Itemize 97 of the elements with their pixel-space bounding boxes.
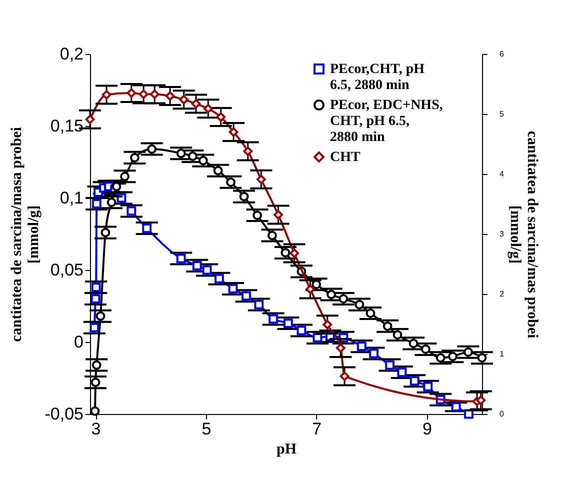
point (106, 198, 116, 208)
point (126, 88, 136, 98)
y-tick-label: 0,15 (50, 116, 84, 136)
point (120, 172, 130, 182)
point (451, 402, 461, 412)
point (326, 290, 336, 300)
point (280, 248, 290, 258)
point (448, 352, 458, 362)
point (216, 112, 226, 122)
point (96, 311, 106, 321)
point (150, 89, 160, 99)
point (436, 353, 446, 363)
legend-label: PEcor,CHT, pH 6.5, 2880 min (330, 62, 425, 93)
point (354, 300, 364, 310)
point (382, 321, 392, 331)
point (100, 228, 110, 238)
point (392, 330, 402, 340)
y2-axis-title: cantitatea de sarcina/mas probei [mmol/g] (506, 130, 540, 338)
point (142, 224, 152, 233)
point (420, 344, 430, 354)
point (165, 91, 175, 101)
y2-tick-label: 3 (500, 230, 504, 238)
point (228, 127, 238, 137)
point (252, 210, 262, 220)
y-tick-label: 0,1 (60, 188, 84, 208)
point (214, 274, 224, 284)
y-tick-label: -0,05 (44, 404, 84, 424)
point (130, 152, 140, 162)
point (290, 248, 299, 258)
x-tick-label: 7 (312, 420, 322, 438)
y2-tick-label: 1 (500, 350, 504, 358)
point (268, 314, 278, 324)
point (254, 300, 264, 310)
point (306, 284, 315, 294)
point (176, 254, 186, 264)
y2-tick-label: 0 (500, 410, 504, 418)
point (188, 152, 198, 161)
point (191, 99, 201, 109)
legend-label: CHT (330, 150, 361, 165)
point (112, 182, 122, 192)
y2-tick-label: 2 (500, 290, 504, 298)
x-tick-label: 9 (422, 420, 432, 438)
point (176, 148, 186, 158)
point (338, 294, 348, 304)
point (312, 280, 322, 290)
legend-label: PEcor, EDC+NHS, CHT, pH 6.5, 2880 min (330, 98, 443, 145)
point (192, 260, 202, 270)
point (203, 104, 213, 114)
point (410, 376, 420, 386)
point (242, 291, 251, 301)
point (213, 166, 223, 176)
point (385, 360, 395, 370)
point (284, 318, 293, 328)
point (243, 146, 253, 156)
point (85, 114, 95, 124)
point (274, 210, 283, 220)
point (239, 192, 249, 202)
point (476, 395, 486, 405)
point (198, 156, 208, 166)
y-axis-title: cantitatea de sarcina/masa probei [mmol/g] (8, 127, 42, 342)
y-tick-label: 0,2 (60, 44, 84, 64)
point (397, 368, 407, 377)
point (366, 308, 376, 318)
point (296, 326, 306, 336)
point (369, 348, 378, 358)
point (423, 382, 433, 392)
x-tick-label: 3 (91, 420, 101, 438)
point (228, 284, 238, 294)
point (356, 342, 366, 352)
point (267, 230, 277, 240)
point (226, 177, 236, 187)
y2-tick-label: 5 (500, 110, 504, 118)
point (138, 89, 148, 99)
point (202, 265, 212, 275)
point (340, 371, 350, 381)
point (179, 94, 189, 104)
point (92, 199, 102, 208)
point (336, 343, 346, 353)
point (90, 322, 100, 332)
point (147, 144, 157, 154)
point (256, 174, 266, 184)
point (322, 320, 332, 330)
point (92, 360, 102, 370)
point (102, 90, 112, 100)
point (90, 378, 100, 388)
y-tick-label: 0 (74, 332, 84, 352)
point (90, 406, 100, 416)
point (126, 206, 136, 216)
point (463, 347, 473, 357)
y2-tick-label: 6 (500, 50, 504, 58)
y2-tick-label: 4 (500, 170, 504, 178)
x-tick-label: 5 (202, 420, 212, 438)
y-tick-label: 0,05 (50, 260, 84, 280)
point (477, 353, 487, 363)
point (312, 332, 322, 342)
point (408, 338, 418, 348)
x-axis-title: pH (276, 442, 297, 458)
